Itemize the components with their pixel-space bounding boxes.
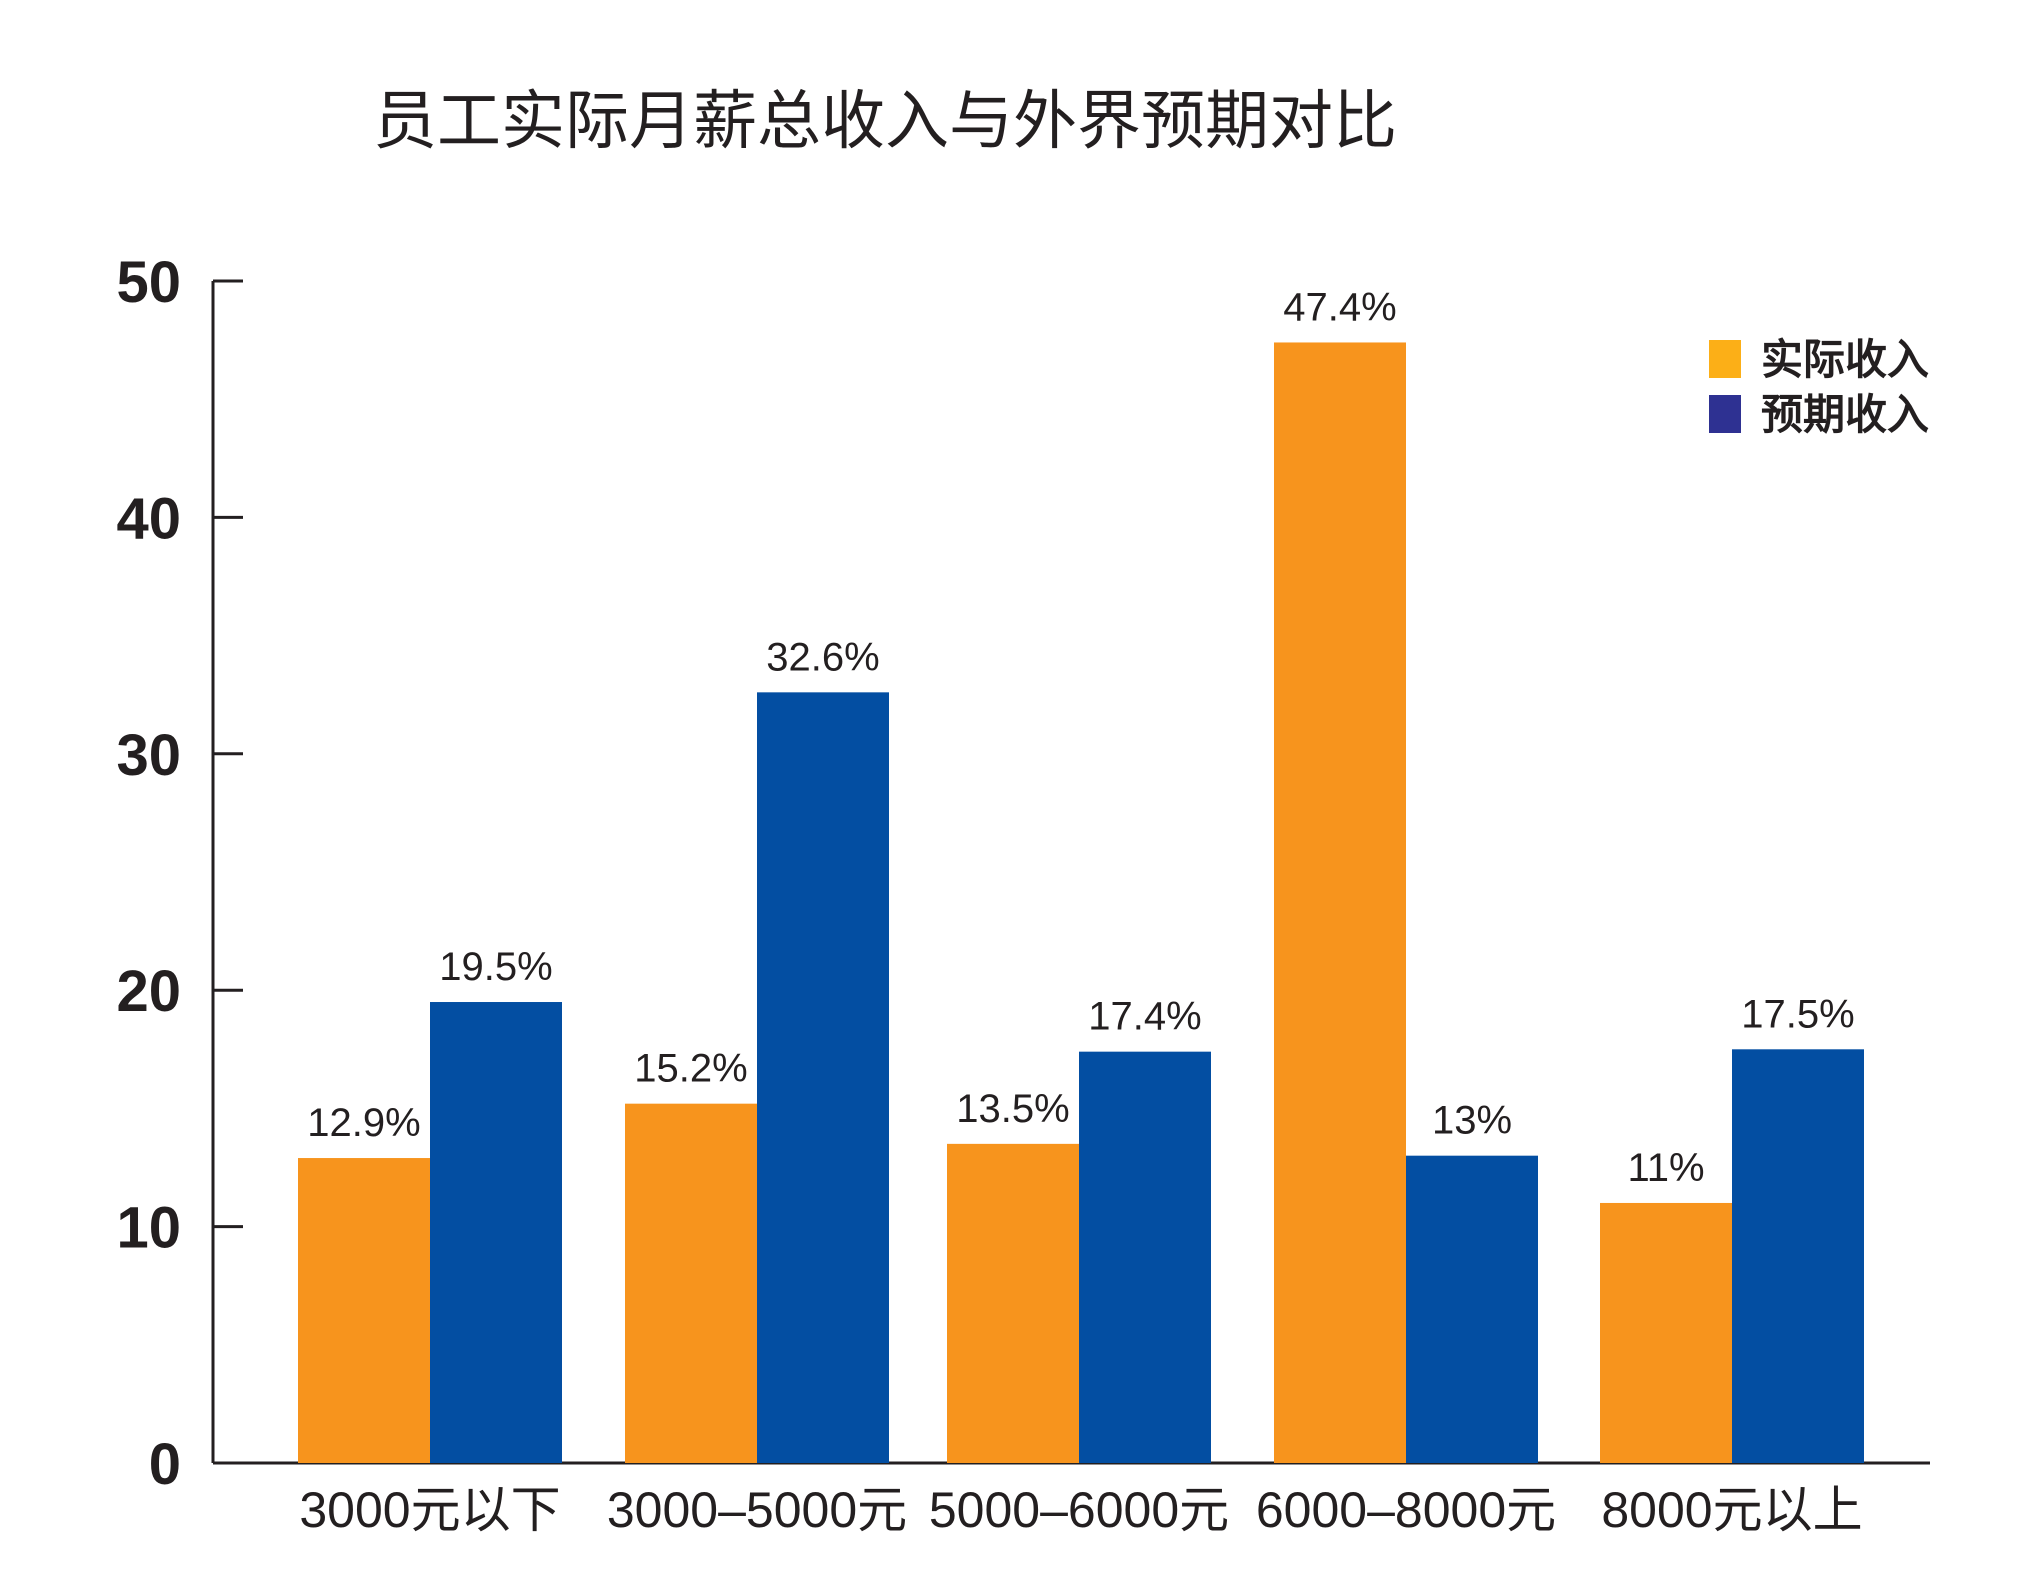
bar-actual-0 [298,1158,430,1463]
bar-actual-2 [947,1143,1079,1463]
legend-label-1: 预期收入 [1761,390,1929,439]
bar-actual-4 [1600,1202,1732,1463]
data-label: 17.5% [1741,992,1854,1036]
data-label: 15.2% [634,1047,747,1091]
legend-swatch-0 [1709,340,1741,378]
data-label: 19.5% [439,945,552,989]
data-label: 13% [1432,1099,1512,1143]
y-tick-label: 10 [116,1196,181,1261]
x-category-label: 6000–8000元 [1256,1482,1556,1538]
plot-area: 0 10 20 30 40 50 12.9% 19.5% 3000元以下 15.2% 32.6% 30… [116,250,1930,1538]
data-label: 32.6% [766,635,879,679]
data-label: 13.5% [956,1087,1069,1131]
y-tick-label: 30 [116,723,181,788]
x-category-label: 5000–6000元 [929,1482,1229,1538]
x-category-label: 3000元以下 [299,1482,560,1538]
chart-title: 员工实际月薪总收入与外界预期对比 [373,85,1397,159]
y-tick-label: 0 [149,1432,181,1497]
bar-expected-3 [1406,1155,1538,1463]
data-label: 17.4% [1088,995,1201,1039]
bar-actual-1 [625,1103,757,1463]
data-label: 11% [1627,1146,1704,1190]
data-label: 12.9% [307,1101,420,1145]
x-category-label: 3000–5000元 [607,1482,907,1538]
y-tick-label: 40 [116,486,181,551]
legend-swatch-1 [1709,395,1741,433]
data-label: 47.4% [1283,285,1396,329]
bar-expected-4 [1732,1049,1864,1463]
bar-expected-1 [757,692,889,1463]
legend-label-0: 实际收入 [1761,335,1929,384]
y-tick-label: 20 [116,959,181,1024]
x-category-label: 8000元以上 [1601,1482,1862,1538]
bar-expected-0 [430,1002,562,1463]
y-tick-label: 50 [116,250,181,315]
bar-expected-2 [1079,1051,1211,1463]
bar-actual-3 [1274,342,1406,1463]
